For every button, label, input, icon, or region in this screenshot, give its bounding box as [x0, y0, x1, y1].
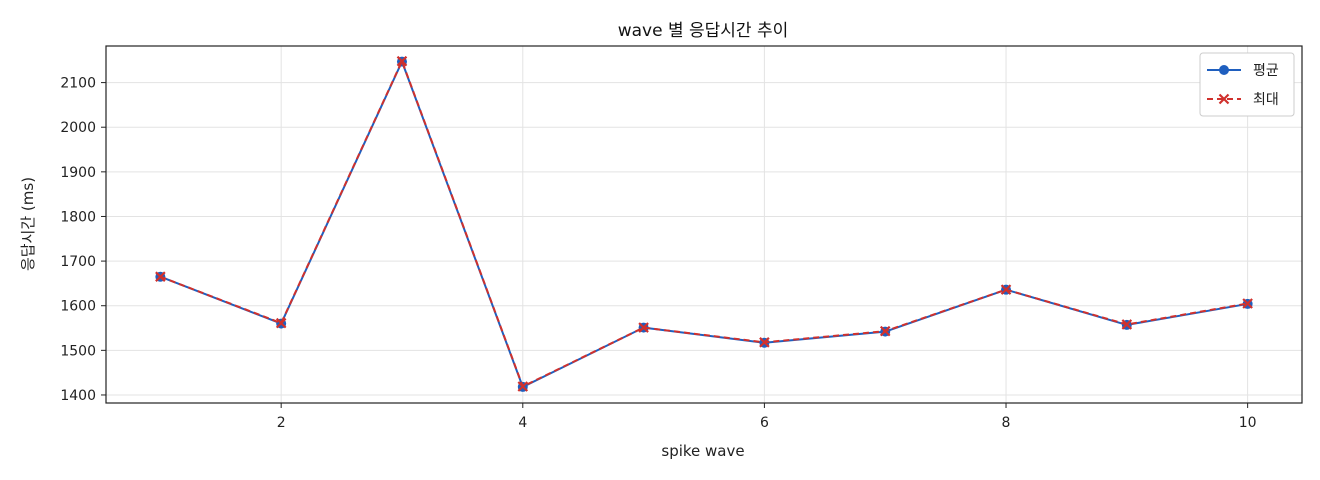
y-tick-label: 1900 [60, 165, 96, 181]
data-point [396, 55, 408, 67]
series-line [160, 60, 1248, 388]
x-tick-label: 4 [518, 415, 527, 431]
x-tick-label: 6 [760, 415, 769, 431]
series-2 [155, 55, 1253, 392]
legend-marker [1218, 93, 1230, 105]
x-tick-label: 10 [1239, 415, 1257, 431]
data-point [759, 337, 770, 348]
data-point [638, 322, 649, 333]
x-axis-label: spike wave [661, 442, 744, 460]
plot-frame [105, 45, 1303, 404]
legend-item: 평균 [1207, 63, 1279, 79]
x-tick-label: 8 [1002, 415, 1011, 431]
y-axis-label: 응답시간 (ms) [19, 177, 37, 271]
legend-box [1199, 52, 1295, 117]
series-layer [155, 55, 1253, 392]
grid [106, 46, 1302, 403]
legend-label: 최대 [1253, 92, 1279, 108]
y-tick-label: 1500 [60, 343, 96, 359]
legend-marker [1219, 65, 1229, 75]
series-line [160, 60, 1248, 388]
y-tick-label: 1700 [60, 254, 96, 270]
data-point [1121, 319, 1133, 330]
chart-title: wave 별 응답시간 추이 [618, 21, 789, 41]
y-tick-label: 1600 [60, 299, 96, 315]
series-1 [155, 56, 1253, 392]
legend-item: 최대 [1207, 92, 1279, 108]
y-tick-label: 2100 [60, 76, 96, 92]
legend-label: 평균 [1253, 63, 1279, 79]
data-point [155, 271, 166, 282]
data-point [1000, 284, 1012, 295]
data-point [1242, 298, 1253, 309]
y-tick-label: 2000 [60, 120, 96, 136]
x-tick-label: 2 [277, 415, 286, 431]
data-point [517, 381, 529, 392]
y-tick-label: 1400 [60, 388, 96, 404]
data-point [879, 325, 891, 337]
ticks: 2 4 6 8 10 1400 1500 1600 1700 1800 1900 2000 2100 [60, 76, 1256, 431]
data-point [275, 317, 287, 329]
y-tick-label: 1800 [60, 209, 96, 225]
